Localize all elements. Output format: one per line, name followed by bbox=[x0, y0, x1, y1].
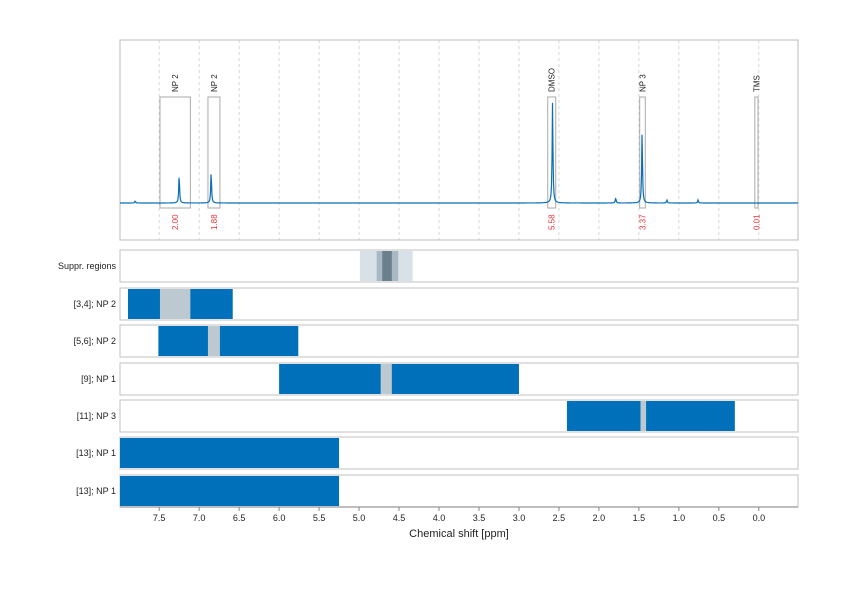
x-tick-label: 4.5 bbox=[393, 513, 406, 523]
row-label: [13]; NP 1 bbox=[76, 486, 116, 496]
spectrum-line bbox=[119, 102, 798, 204]
x-tick-label: 2.0 bbox=[593, 513, 606, 523]
x-tick-label: 0.5 bbox=[713, 513, 726, 523]
range-bar bbox=[158, 326, 299, 356]
x-tick-label: 3.0 bbox=[513, 513, 526, 523]
row-label: [5,6]; NP 2 bbox=[74, 336, 116, 346]
range-gap bbox=[640, 401, 647, 431]
x-tick-label: 5.0 bbox=[353, 513, 366, 523]
range-bar bbox=[566, 401, 735, 431]
row-label: [11]; NP 3 bbox=[77, 411, 116, 421]
annotation-box bbox=[207, 96, 221, 209]
annotation-box bbox=[547, 96, 557, 209]
panel-frame bbox=[119, 39, 799, 241]
x-tick-label: 2.5 bbox=[553, 513, 566, 523]
row-label: [13]; NP 1 bbox=[76, 448, 116, 458]
annotation-box bbox=[754, 96, 759, 209]
annotation-label: NP 2 bbox=[210, 74, 219, 92]
range-gap bbox=[380, 364, 392, 394]
integral-value: 5.58 bbox=[548, 214, 557, 230]
integral-value: 3.37 bbox=[638, 214, 647, 230]
annotation-label: DMSO bbox=[548, 68, 557, 92]
row-label: Suppr. regions bbox=[58, 261, 117, 271]
x-tick-label: 7.0 bbox=[193, 513, 206, 523]
range-bar bbox=[120, 438, 340, 468]
spectrum-panel: NP 2 2.00 NP 2 1.88 DMSO 5.58 NP 3 3.37 TMS 0.01 bbox=[119, 39, 799, 241]
range-gap bbox=[159, 289, 191, 319]
annotation-box bbox=[159, 96, 191, 209]
x-tick-label: 6.0 bbox=[273, 513, 286, 523]
annotation-label: NP 2 bbox=[171, 74, 180, 92]
integral-value: 0.01 bbox=[752, 214, 761, 230]
range-bar bbox=[120, 476, 340, 506]
row-label: [3,4]; NP 2 bbox=[74, 299, 116, 309]
x-tick-label: 1.5 bbox=[633, 513, 646, 523]
range-gap bbox=[207, 326, 220, 356]
annotation-label: NP 3 bbox=[638, 74, 647, 92]
row-label: [9]; NP 1 bbox=[81, 374, 116, 384]
row-frame bbox=[119, 249, 799, 283]
annotation-label: TMS bbox=[752, 75, 761, 92]
x-tick-label: 6.5 bbox=[233, 513, 246, 523]
x-tick-label: 5.5 bbox=[313, 513, 326, 523]
x-tick-label: 0.0 bbox=[753, 513, 766, 523]
integral-value: 2.00 bbox=[171, 214, 180, 230]
x-tick-label: 7.5 bbox=[153, 513, 166, 523]
range-bar bbox=[279, 364, 519, 394]
x-axis: 7.5 7.0 6.5 6.0 5.5 5.0 4.5 4.0 3.5 3.0 2.5 2.0 1.5 1… bbox=[120, 506, 798, 523]
row-frame bbox=[119, 287, 799, 321]
x-tick-label: 1.0 bbox=[673, 513, 686, 523]
integral-value: 1.88 bbox=[210, 214, 219, 230]
annotation-box bbox=[639, 96, 646, 209]
x-tick-label: 3.5 bbox=[473, 513, 486, 523]
suppression-band bbox=[382, 251, 392, 281]
x-tick-label: 4.0 bbox=[433, 513, 446, 523]
range-rows: Suppr. regions [3,4]; NP 2 [5,6]; NP 2 [9];… bbox=[58, 249, 799, 508]
x-axis-label: Chemical shift [ppm] bbox=[409, 528, 509, 540]
